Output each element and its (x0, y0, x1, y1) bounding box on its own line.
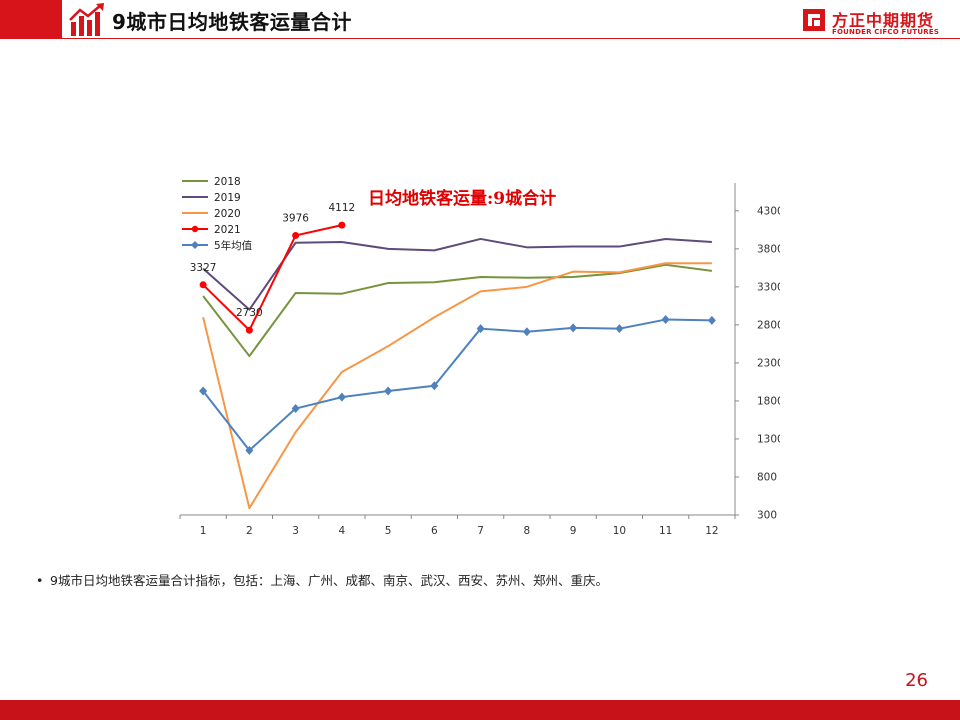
page-number: 26 (905, 670, 928, 691)
title-divider (0, 38, 960, 39)
growth-chart-icon (69, 3, 104, 36)
x-tick-label: 2 (246, 525, 253, 537)
data-point (615, 324, 624, 334)
series-line-2019 (202, 237, 712, 311)
brand-subtitle: FOUNDER CIFCO FUTURES (832, 28, 940, 36)
data-label: 4112 (329, 202, 356, 214)
legend-label: 5年均值 (214, 239, 253, 252)
y-tick-label: 300 (757, 510, 777, 522)
x-tick-label: 5 (385, 525, 392, 537)
legend-marker (191, 241, 199, 249)
data-point (707, 315, 716, 325)
data-point (199, 386, 208, 396)
data-point (292, 231, 300, 239)
x-tick-label: 9 (570, 525, 577, 537)
brand-name: 方正中期期货 (832, 11, 935, 30)
x-tick-label: 7 (477, 525, 484, 537)
founder-logo-icon (803, 9, 825, 31)
data-point (384, 386, 393, 396)
data-point (199, 281, 207, 289)
y-tick-label: 800 (757, 471, 777, 483)
bullet-text: 9城市日均地铁客运量合计指标，包括：上海、广州、成都、南京、武汉、西安、苏州、郑… (50, 573, 608, 588)
x-tick-label: 6 (431, 525, 438, 537)
series-line-2018 (202, 263, 713, 358)
y-tick-label: 3800 (757, 243, 780, 255)
chart-title: 日均地铁客运量:9城合计 (368, 188, 556, 209)
x-tick-label: 4 (339, 525, 346, 537)
data-point (430, 381, 439, 391)
legend-label: 2020 (214, 208, 241, 220)
line-chart: 3008001300180023002800330038004300123456… (179, 176, 780, 537)
data-point (522, 327, 531, 337)
data-point (661, 315, 670, 325)
x-tick-label: 3 (292, 525, 299, 537)
data-point (338, 221, 346, 229)
legend-marker (191, 225, 199, 233)
y-tick-label: 4300 (757, 205, 780, 217)
x-tick-label: 10 (613, 525, 626, 537)
y-tick-label: 2800 (757, 319, 780, 331)
footer-bar (0, 700, 960, 720)
bullet-note: • 9城市日均地铁客运量合计指标，包括：上海、广州、成都、南京、武汉、西安、苏州、… (36, 570, 608, 589)
legend-label: 2019 (214, 192, 241, 204)
data-point (245, 445, 254, 455)
x-tick-label: 1 (200, 525, 207, 537)
header-accent-bar (0, 0, 62, 38)
data-point (476, 324, 485, 334)
x-tick-label: 12 (705, 525, 718, 537)
series-line-2021 (202, 224, 343, 332)
data-point (245, 326, 253, 334)
page-title: 9城市日均地铁客运量合计 (112, 10, 352, 34)
data-point (291, 404, 300, 414)
legend-label: 2021 (214, 224, 241, 236)
y-tick-label: 1800 (757, 395, 780, 407)
y-tick-label: 3300 (757, 281, 780, 293)
legend-label: 2018 (214, 176, 241, 188)
y-tick-label: 2300 (757, 357, 780, 369)
x-tick-label: 8 (524, 525, 531, 537)
y-tick-label: 1300 (757, 433, 780, 445)
x-tick-label: 11 (659, 525, 672, 537)
data-label: 3976 (282, 212, 309, 224)
data-point (569, 323, 578, 333)
data-label: 2730 (236, 307, 263, 319)
series-line-5 (202, 318, 712, 452)
series-line-2020 (202, 262, 712, 510)
bullet-icon: • (36, 573, 44, 588)
data-point (337, 392, 346, 402)
brand-logo: 方正中期期货 FOUNDER CIFCO FUTURES (802, 6, 942, 40)
data-label: 3327 (190, 262, 217, 274)
